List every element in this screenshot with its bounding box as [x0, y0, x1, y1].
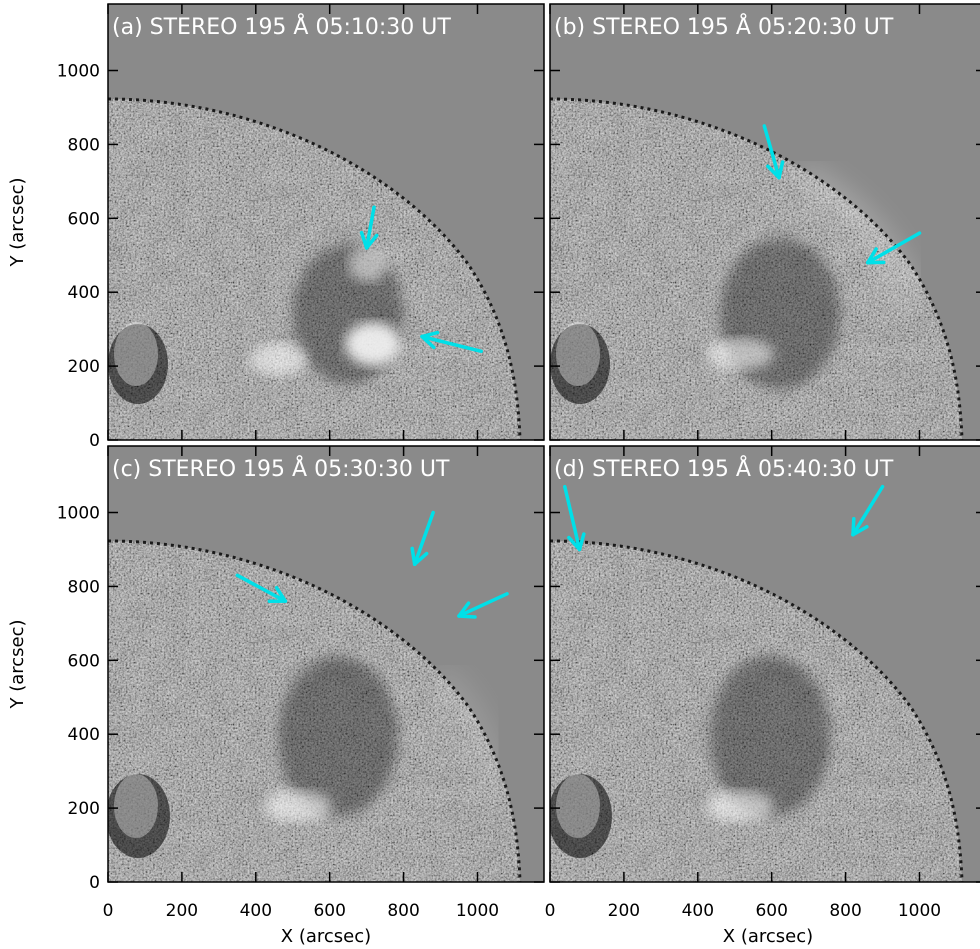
- x-axis-label: X (arcsec): [281, 926, 371, 947]
- y-tick-label: 600: [68, 651, 100, 671]
- y-tick-label: 200: [68, 799, 100, 819]
- x-tick-label: 600: [313, 901, 345, 921]
- y-tick-label: 0: [89, 431, 100, 451]
- arrow-group: [762, 124, 922, 265]
- panel-frame: [107, 445, 545, 883]
- panel-a: (a) STEREO 195 Å 05:10:30 UT: [107, 4, 544, 441]
- y-tick-label: 1000: [57, 62, 100, 82]
- x-tick-label: 1000: [898, 901, 941, 921]
- x-axis-label: X (arcsec): [723, 926, 813, 947]
- solar-limb: [107, 97, 522, 441]
- x-tick-label: 600: [755, 901, 787, 921]
- arrow-group: [235, 510, 509, 619]
- y-tick-label: 400: [68, 725, 100, 745]
- x-tick-label: 800: [387, 901, 419, 921]
- cyan-arrow: [866, 231, 922, 265]
- y-axis-label: Y (arcsec): [7, 619, 28, 709]
- y-tick-label: 600: [68, 209, 100, 229]
- cyan-arrow: [851, 484, 885, 537]
- panel-c: (c) STEREO 195 Å 05:30:30 UT: [107, 446, 544, 883]
- x-tick-label: 400: [682, 901, 714, 921]
- panel-d: (d) STEREO 195 Å 05:40:30 UT: [549, 446, 980, 883]
- solar-limb: [549, 539, 964, 883]
- cyan-arrow: [457, 592, 509, 619]
- cyan-arrow: [235, 573, 288, 604]
- solar-limb: [549, 97, 964, 441]
- panel-title: (c) STEREO 195 Å 05:30:30 UT: [112, 455, 450, 482]
- bright-front: [795, 166, 919, 307]
- axis-ticks: 0 200 400 600 800 1000 0 200 400 600 800 1000 0 200 40…: [57, 4, 980, 921]
- panel-frame: [549, 3, 980, 441]
- cyan-arrow: [762, 124, 785, 180]
- x-tick-label: 200: [608, 901, 640, 921]
- panel-frame: [549, 445, 980, 883]
- solar-disk: [550, 99, 962, 440]
- panel-title: (b) STEREO 195 Å 05:20:30 UT: [554, 13, 894, 40]
- x-tick-label: 0: [103, 901, 114, 921]
- y-tick-label: 800: [68, 135, 100, 155]
- arrow-group: [563, 484, 885, 552]
- panel-b: (b) STEREO 195 Å 05:20:30 UT: [549, 4, 980, 441]
- y-tick-label: 400: [68, 283, 100, 303]
- cyan-arrow: [420, 330, 483, 354]
- arrow-group: [359, 205, 483, 354]
- y-tick-label: 0: [89, 873, 100, 893]
- cyan-arrow: [563, 484, 586, 552]
- y-axis-label: Y (arcsec): [7, 177, 28, 267]
- x-tick-label: 800: [829, 901, 861, 921]
- panel-title: (d) STEREO 195 Å 05:40:30 UT: [554, 455, 894, 482]
- cyan-arrow: [359, 205, 379, 250]
- x-tick-label: 200: [166, 901, 198, 921]
- panel-title: (a) STEREO 195 Å 05:10:30 UT: [112, 13, 451, 40]
- x-tick-label: 1000: [456, 901, 499, 921]
- y-tick-label: 1000: [57, 504, 100, 524]
- y-tick-label: 800: [68, 577, 100, 597]
- x-tick-label: 0: [545, 901, 556, 921]
- cyan-arrow: [410, 510, 435, 566]
- solar-limb: [107, 539, 522, 883]
- x-tick-label: 400: [240, 901, 272, 921]
- panel-frame: [107, 3, 545, 441]
- diffuse-front: [430, 668, 504, 788]
- y-tick-label: 200: [68, 357, 100, 377]
